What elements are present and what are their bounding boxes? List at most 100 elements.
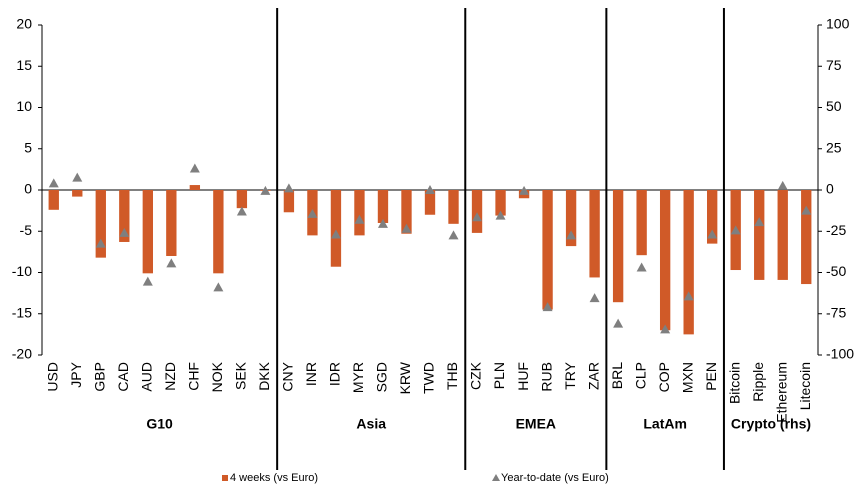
bar <box>754 190 765 280</box>
y-tick-label: -20 <box>12 346 32 362</box>
x-tick-label: IDR <box>327 362 343 386</box>
y2-tick-label: 75 <box>826 57 842 73</box>
marker <box>260 185 271 195</box>
marker <box>589 293 600 303</box>
marker <box>330 229 341 239</box>
y2-tick-label: 0 <box>826 181 834 197</box>
x-tick-label: Ethereum <box>773 362 789 423</box>
bar <box>448 190 459 224</box>
marker <box>448 230 459 240</box>
x-tick-label: TWD <box>421 362 437 394</box>
marker <box>660 324 671 334</box>
bar <box>213 190 224 274</box>
x-tick-label: Ripple <box>750 362 766 402</box>
marker <box>425 185 435 194</box>
x-tick-label: SGD <box>374 362 390 392</box>
y-tick-label: 10 <box>16 98 32 114</box>
bar <box>283 190 295 213</box>
marker <box>495 210 506 220</box>
group-label: Crypto (rhs) <box>731 416 811 432</box>
group-label: EMEA <box>516 416 556 432</box>
x-tick-label: ZAR <box>585 362 601 390</box>
bar <box>166 190 177 256</box>
x-tick-label: DKK <box>256 361 272 390</box>
marker <box>801 205 812 215</box>
y2-tick-label: -25 <box>826 222 846 238</box>
marker <box>730 225 741 235</box>
bar <box>236 190 248 209</box>
marker <box>777 180 788 190</box>
x-tick-label: KRW <box>397 361 413 394</box>
y2-tick-label: -75 <box>826 304 846 320</box>
x-tick-label: PLN <box>491 362 507 389</box>
x-tick-label: CHF <box>186 362 202 391</box>
x-tick-label: MXN <box>679 362 695 393</box>
y-tick-label: 20 <box>16 16 32 32</box>
bar <box>707 190 718 244</box>
bar <box>330 190 342 267</box>
marker <box>72 172 83 182</box>
marker <box>166 258 177 268</box>
legend-label: 4 weeks (vs Euro) <box>230 472 318 484</box>
bar <box>354 190 365 236</box>
marker <box>377 218 388 228</box>
marker <box>283 183 294 193</box>
x-tick-label: INR <box>303 362 319 386</box>
marker <box>307 208 318 218</box>
x-tick-label: PEN <box>703 362 719 391</box>
x-tick-label: CLP <box>632 362 648 389</box>
x-tick-label: COP <box>656 362 672 392</box>
x-tick-label: GBP <box>91 362 107 392</box>
marker <box>707 229 718 239</box>
bar <box>612 190 624 303</box>
x-tick-label: RUB <box>538 362 554 392</box>
marker <box>189 163 200 173</box>
bar <box>659 190 671 331</box>
bar <box>189 185 201 190</box>
marker <box>401 223 412 233</box>
marker <box>636 262 647 272</box>
marker <box>519 185 530 195</box>
y-tick-label: -15 <box>12 304 32 320</box>
bar <box>401 190 412 234</box>
legend-swatch <box>222 475 228 481</box>
bar <box>495 190 506 216</box>
x-tick-label: Litecoin <box>797 362 813 410</box>
marker <box>566 230 577 240</box>
x-tick-label: JPY <box>68 361 84 387</box>
bar <box>683 190 694 335</box>
group-label: Asia <box>356 416 386 432</box>
marker <box>542 302 553 312</box>
marker <box>213 282 224 292</box>
bar <box>377 190 389 223</box>
bar <box>95 190 106 258</box>
bar <box>542 190 553 310</box>
x-tick-label: CAD <box>115 362 131 392</box>
legend-swatch <box>492 474 500 481</box>
x-tick-label: TRY <box>562 361 578 389</box>
marker <box>754 217 765 227</box>
bar <box>636 190 647 256</box>
marker <box>95 238 106 248</box>
marker <box>236 206 247 216</box>
x-tick-label: MYR <box>350 362 366 393</box>
legend-label: Year-to-date (vs Euro) <box>501 472 609 484</box>
bar <box>119 190 130 242</box>
bar <box>565 190 577 247</box>
x-tick-label: THB <box>444 362 460 390</box>
x-tick-label: HUF <box>515 362 531 391</box>
marker <box>142 276 153 286</box>
x-tick-label: Bitcoin <box>726 362 742 404</box>
y2-tick-label: 25 <box>826 139 842 155</box>
x-tick-label: SEK <box>233 361 249 390</box>
bar <box>589 190 600 278</box>
marker <box>472 212 483 222</box>
marker <box>354 214 365 224</box>
y-tick-label: 15 <box>16 57 32 73</box>
bar <box>142 190 153 274</box>
bar <box>48 190 59 210</box>
x-tick-label: BRL <box>609 362 625 389</box>
bar <box>471 190 483 233</box>
x-tick-label: AUD <box>139 362 155 392</box>
